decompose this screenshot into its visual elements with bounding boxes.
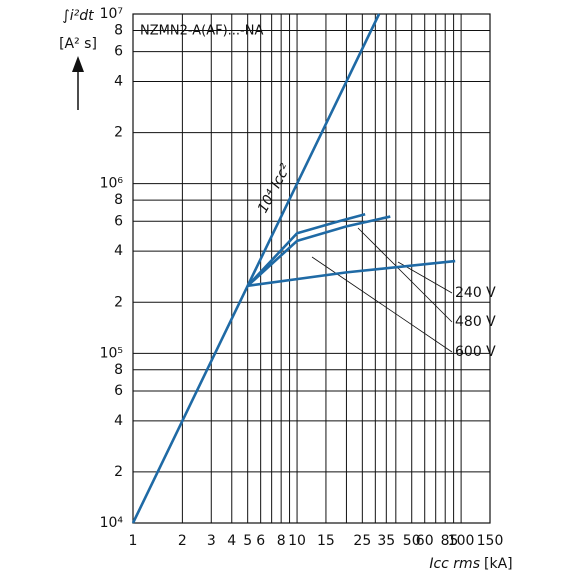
- x-axis-unit: [kA]: [484, 556, 513, 572]
- x-tick-label: 10: [288, 533, 306, 549]
- y-tick-label: 6: [114, 213, 123, 229]
- y-tick-label: 2: [114, 294, 123, 310]
- y-tick-label: 10⁴: [100, 515, 124, 531]
- x-tick-label: 6: [256, 533, 265, 549]
- x-tick-label: 25: [353, 533, 371, 549]
- legend-label: 240 V: [455, 285, 496, 301]
- leader: [311, 256, 453, 353]
- x-tick-label: 8: [277, 533, 286, 549]
- chart-title: NZMN2-A(AF)...-NA: [140, 24, 263, 39]
- y-tick-label: 2: [114, 464, 123, 480]
- x-tick-label: 85: [441, 533, 459, 549]
- y-tick-label: 6: [114, 44, 123, 60]
- x-tick-label: 4: [227, 533, 236, 549]
- x-tick-label: 100: [448, 533, 475, 549]
- curve: [246, 213, 366, 287]
- leader: [357, 227, 453, 323]
- x-axis-label: Icc rms: [429, 556, 480, 572]
- leader-lines: [311, 227, 453, 353]
- x-tick-label: 60: [416, 533, 434, 549]
- y-tick-label: 4: [114, 243, 123, 259]
- y-tick-label: 10⁶: [100, 176, 124, 192]
- x-tick-label: 35: [377, 533, 395, 549]
- y-tick-label: 10⁵: [100, 345, 123, 361]
- y-axis-label: ∫i²dt: [62, 8, 94, 24]
- legend-label: 480 V: [455, 314, 496, 330]
- y-axis-unit: [A² s]: [59, 36, 97, 52]
- curve: [247, 259, 456, 288]
- x-tick-label: 1: [129, 533, 138, 549]
- y-tick-label: 8: [114, 192, 123, 208]
- x-tick-label: 150: [477, 533, 504, 549]
- legend-label: 600 V: [455, 344, 496, 360]
- curve: [131, 13, 381, 524]
- y-tick-label: 8: [114, 22, 123, 38]
- x-tick-label: 15: [317, 533, 335, 549]
- y-arrowhead: [72, 56, 84, 72]
- curve: [246, 215, 391, 287]
- x-tick-label: 3: [207, 533, 216, 549]
- x-tick-label: 2: [178, 533, 187, 549]
- y-tick-label: 4: [114, 74, 123, 90]
- x-tick-label: 50: [403, 533, 421, 549]
- y-tick-label: 10⁷: [100, 6, 123, 22]
- y-tick-label: 2: [114, 125, 123, 141]
- spacer: [133, 14, 153, 24]
- y-tick-label: 6: [114, 383, 123, 399]
- x-tick-label: 5: [243, 533, 252, 549]
- plot-frame: [132, 13, 491, 524]
- y-tick-label: 8: [114, 362, 123, 378]
- y-tick-label: 4: [114, 413, 123, 429]
